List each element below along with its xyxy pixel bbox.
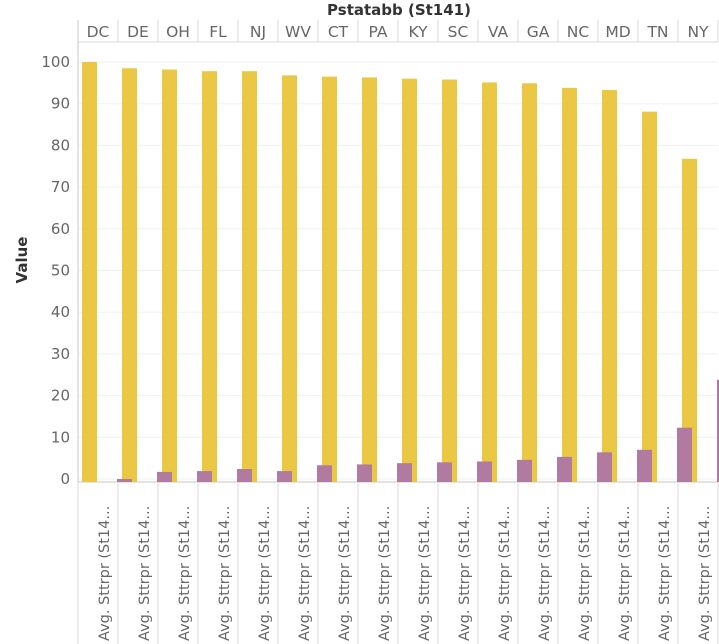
measure-label: Avg. Sttrpr (St14... — [137, 506, 153, 641]
measure-label: Avg. Sttrpr (St14... — [337, 506, 353, 641]
column-header-label: DC — [87, 23, 110, 41]
measure-label: Avg. Sttrpr (St14... — [697, 506, 713, 641]
bar — [637, 449, 652, 482]
column-header-label: DE — [127, 23, 149, 41]
measure-label: Avg. Sttrpr (St14... — [177, 506, 193, 641]
measure-label: Avg. Sttrpr (St14... — [497, 506, 513, 641]
bar — [677, 427, 692, 482]
column-header-label: NJ — [250, 23, 266, 41]
y-tick-label: 60 — [51, 220, 70, 238]
bar — [202, 71, 217, 482]
column-header-label: PA — [369, 23, 388, 41]
bar — [517, 459, 532, 482]
column-header-label: VA — [488, 23, 509, 41]
bar — [197, 471, 212, 482]
bar — [157, 471, 172, 482]
bar — [557, 456, 572, 482]
bar — [477, 461, 492, 482]
column-header-label: NY — [687, 23, 709, 41]
column-header-label: TN — [646, 23, 668, 41]
y-tick-label: 30 — [51, 345, 70, 363]
bar — [402, 78, 417, 483]
bar — [602, 89, 617, 483]
measure-label: Avg. Sttrpr (St14... — [457, 506, 473, 641]
y-tick-label: 20 — [51, 387, 70, 405]
measure-label: Avg. Sttrpr (St14... — [97, 506, 113, 641]
column-header-label: OH — [166, 23, 190, 41]
bar — [242, 71, 257, 482]
bar — [317, 465, 332, 482]
measure-label: Avg. Sttrpr (St14... — [377, 506, 393, 641]
column-header-label: KY — [408, 23, 428, 41]
measure-label: Avg. Sttrpr (St14... — [577, 506, 593, 641]
measure-label: Avg. Sttrpr (St14... — [257, 506, 273, 641]
column-header-label: NC — [567, 23, 589, 41]
bar — [282, 75, 297, 483]
bar — [362, 77, 377, 482]
bar — [117, 479, 132, 482]
bar — [717, 379, 719, 482]
bars — [78, 62, 719, 483]
bar — [357, 464, 372, 482]
bar — [322, 76, 337, 482]
column-header-row: DC DE OH FL NJ WV CT PA KY SC VA GA NC MD TN NY — [77, 20, 719, 43]
measure-label: Avg. Sttrpr (St14... — [417, 506, 433, 641]
y-tick-label: 0 — [60, 470, 70, 488]
column-header-label: CT — [328, 23, 349, 41]
column-header-label: FL — [209, 23, 227, 41]
measure-labels: Avg. Sttrpr (St14... Avg. Sttrpr (St14...… — [77, 482, 719, 644]
bar — [82, 62, 97, 482]
measure-label: Avg. Sttrpr (St14... — [657, 506, 673, 641]
bar — [162, 69, 177, 483]
y-axis: 0 10 20 30 40 50 60 70 80 90 100 — [41, 20, 79, 644]
measure-label: Avg. Sttrpr (St14... — [617, 506, 633, 641]
bar — [277, 471, 292, 482]
y-tick-label: 100 — [41, 53, 70, 71]
bar — [642, 111, 657, 483]
column-header-label: WV — [285, 23, 311, 41]
bar — [237, 468, 252, 482]
column-header-label: GA — [527, 23, 550, 41]
bar — [562, 87, 577, 482]
chart-title: Pstatabb (St141) — [327, 1, 471, 19]
y-tick-label: 50 — [51, 262, 70, 280]
y-tick-label: 40 — [51, 303, 70, 321]
bar — [597, 452, 612, 482]
y-tick-label: 70 — [51, 178, 70, 196]
bar — [122, 68, 137, 482]
y-tick-label: 80 — [51, 136, 70, 154]
bar — [482, 82, 497, 483]
measure-label: Avg. Sttrpr (St14... — [297, 506, 313, 641]
column-header-label: MD — [605, 23, 630, 41]
column-header-label: SC — [448, 23, 469, 41]
y-tick-label: 90 — [51, 95, 70, 113]
measure-label: Avg. Sttrpr (St14... — [217, 506, 233, 641]
measure-label: Avg. Sttrpr (St14... — [537, 506, 553, 641]
bar — [442, 79, 457, 482]
bar — [437, 462, 452, 482]
bar — [397, 463, 412, 482]
bar — [522, 83, 537, 482]
y-axis-title: Value — [13, 237, 31, 284]
y-tick-label: 10 — [51, 428, 70, 446]
bar — [682, 158, 697, 482]
